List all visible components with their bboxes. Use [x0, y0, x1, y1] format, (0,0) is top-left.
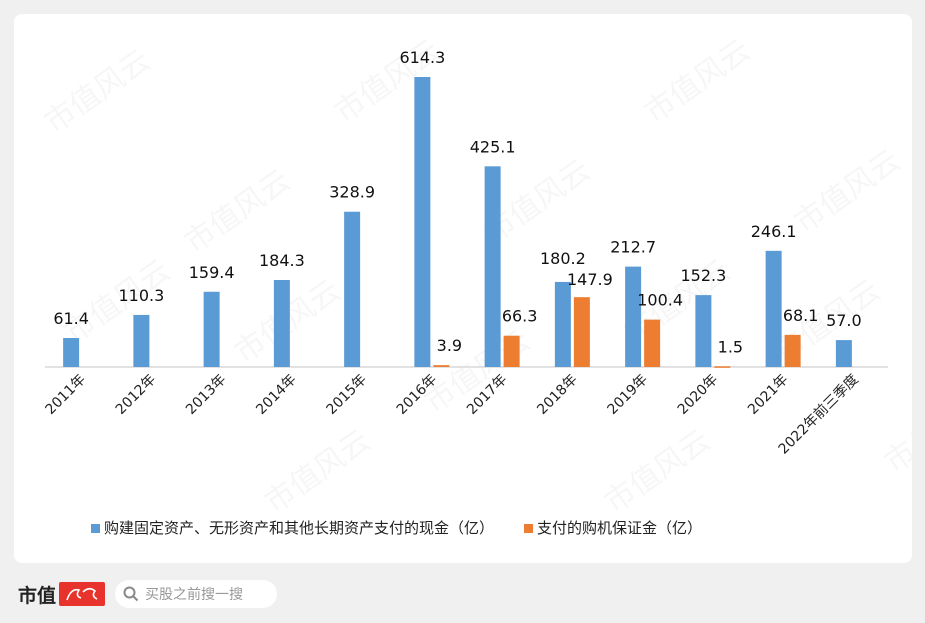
- data-label: 100.4: [637, 291, 683, 310]
- bar-capex: [414, 77, 431, 367]
- search-icon: [123, 586, 139, 602]
- legend-label: 购建固定资产、无形资产和其他长期资产支付的现金（亿）: [104, 519, 494, 537]
- legend-swatch: [524, 524, 534, 533]
- data-label: 147.9: [567, 270, 613, 289]
- data-label: 184.3: [259, 251, 305, 270]
- data-label: 3.9: [437, 336, 462, 355]
- watermark: 市值风云: [599, 423, 717, 520]
- bar-capex: [133, 314, 150, 367]
- bar-capex: [344, 211, 361, 367]
- logo: 市值: [18, 584, 57, 607]
- x-tick-label: 2019年: [605, 372, 651, 418]
- bar-deposit: [433, 365, 450, 367]
- data-label: 152.3: [680, 266, 726, 285]
- watermark: 市值风云: [879, 383, 912, 480]
- bar-capex: [765, 250, 782, 367]
- data-label: 68.1: [783, 306, 819, 325]
- data-label: 57.0: [826, 311, 862, 330]
- bar-deposit: [784, 334, 801, 367]
- footer: 市值 买股之前搜一搜: [18, 578, 278, 610]
- data-label: 614.3: [399, 48, 445, 67]
- data-label: 212.7: [610, 238, 656, 257]
- bar-deposit: [714, 366, 731, 368]
- bar-deposit: [644, 319, 661, 367]
- data-label: 246.1: [751, 222, 797, 241]
- bar-capex: [625, 266, 642, 367]
- bar-deposit: [503, 335, 520, 367]
- bar-capex: [554, 281, 571, 367]
- bar-deposit: [573, 297, 590, 367]
- data-label: 425.1: [470, 137, 516, 156]
- data-label: 61.4: [53, 309, 89, 328]
- bar-capex: [203, 291, 220, 367]
- watermark: 市值风云: [789, 143, 907, 240]
- legend-label: 支付的购机保证金（亿）: [537, 519, 702, 537]
- legend-swatch: [91, 524, 100, 533]
- bar-capex: [484, 166, 501, 367]
- x-tick-label: 2020年: [675, 372, 721, 418]
- x-tick-label: 2011年: [43, 372, 89, 418]
- watermark: 市值风云: [639, 33, 757, 130]
- data-label: 66.3: [502, 307, 538, 326]
- bar-capex: [835, 340, 852, 367]
- data-label: 159.4: [189, 263, 235, 282]
- data-label: 110.3: [118, 286, 164, 305]
- x-tick-label: 2015年: [324, 372, 370, 418]
- data-label: 1.5: [718, 337, 743, 356]
- bar-capex: [695, 295, 712, 367]
- watermark: 市值风云: [39, 43, 157, 140]
- x-tick-label: 2014年: [253, 372, 299, 418]
- x-tick-label: 2018年: [534, 372, 580, 418]
- x-tick-label: 2012年: [113, 372, 159, 418]
- x-tick-label: 2021年: [745, 372, 791, 418]
- chart-card: 市值风云 市值风云 市值风云 市值风云 市值风云 市值风云 市值风云 市值风云 市值风云 市值风云…: [14, 14, 912, 563]
- search-input[interactable]: 买股之前搜一搜: [115, 580, 278, 608]
- search-placeholder: 买股之前搜一搜: [145, 587, 244, 603]
- watermark: 市值风云: [259, 423, 377, 520]
- watermark: 市值风云: [179, 163, 297, 260]
- data-label: 180.2: [540, 249, 586, 268]
- bar-capex: [63, 338, 80, 367]
- data-label: 328.9: [329, 183, 375, 202]
- logo-mark: [59, 582, 106, 606]
- bar-capex: [273, 279, 290, 367]
- x-tick-label: 2013年: [183, 372, 229, 418]
